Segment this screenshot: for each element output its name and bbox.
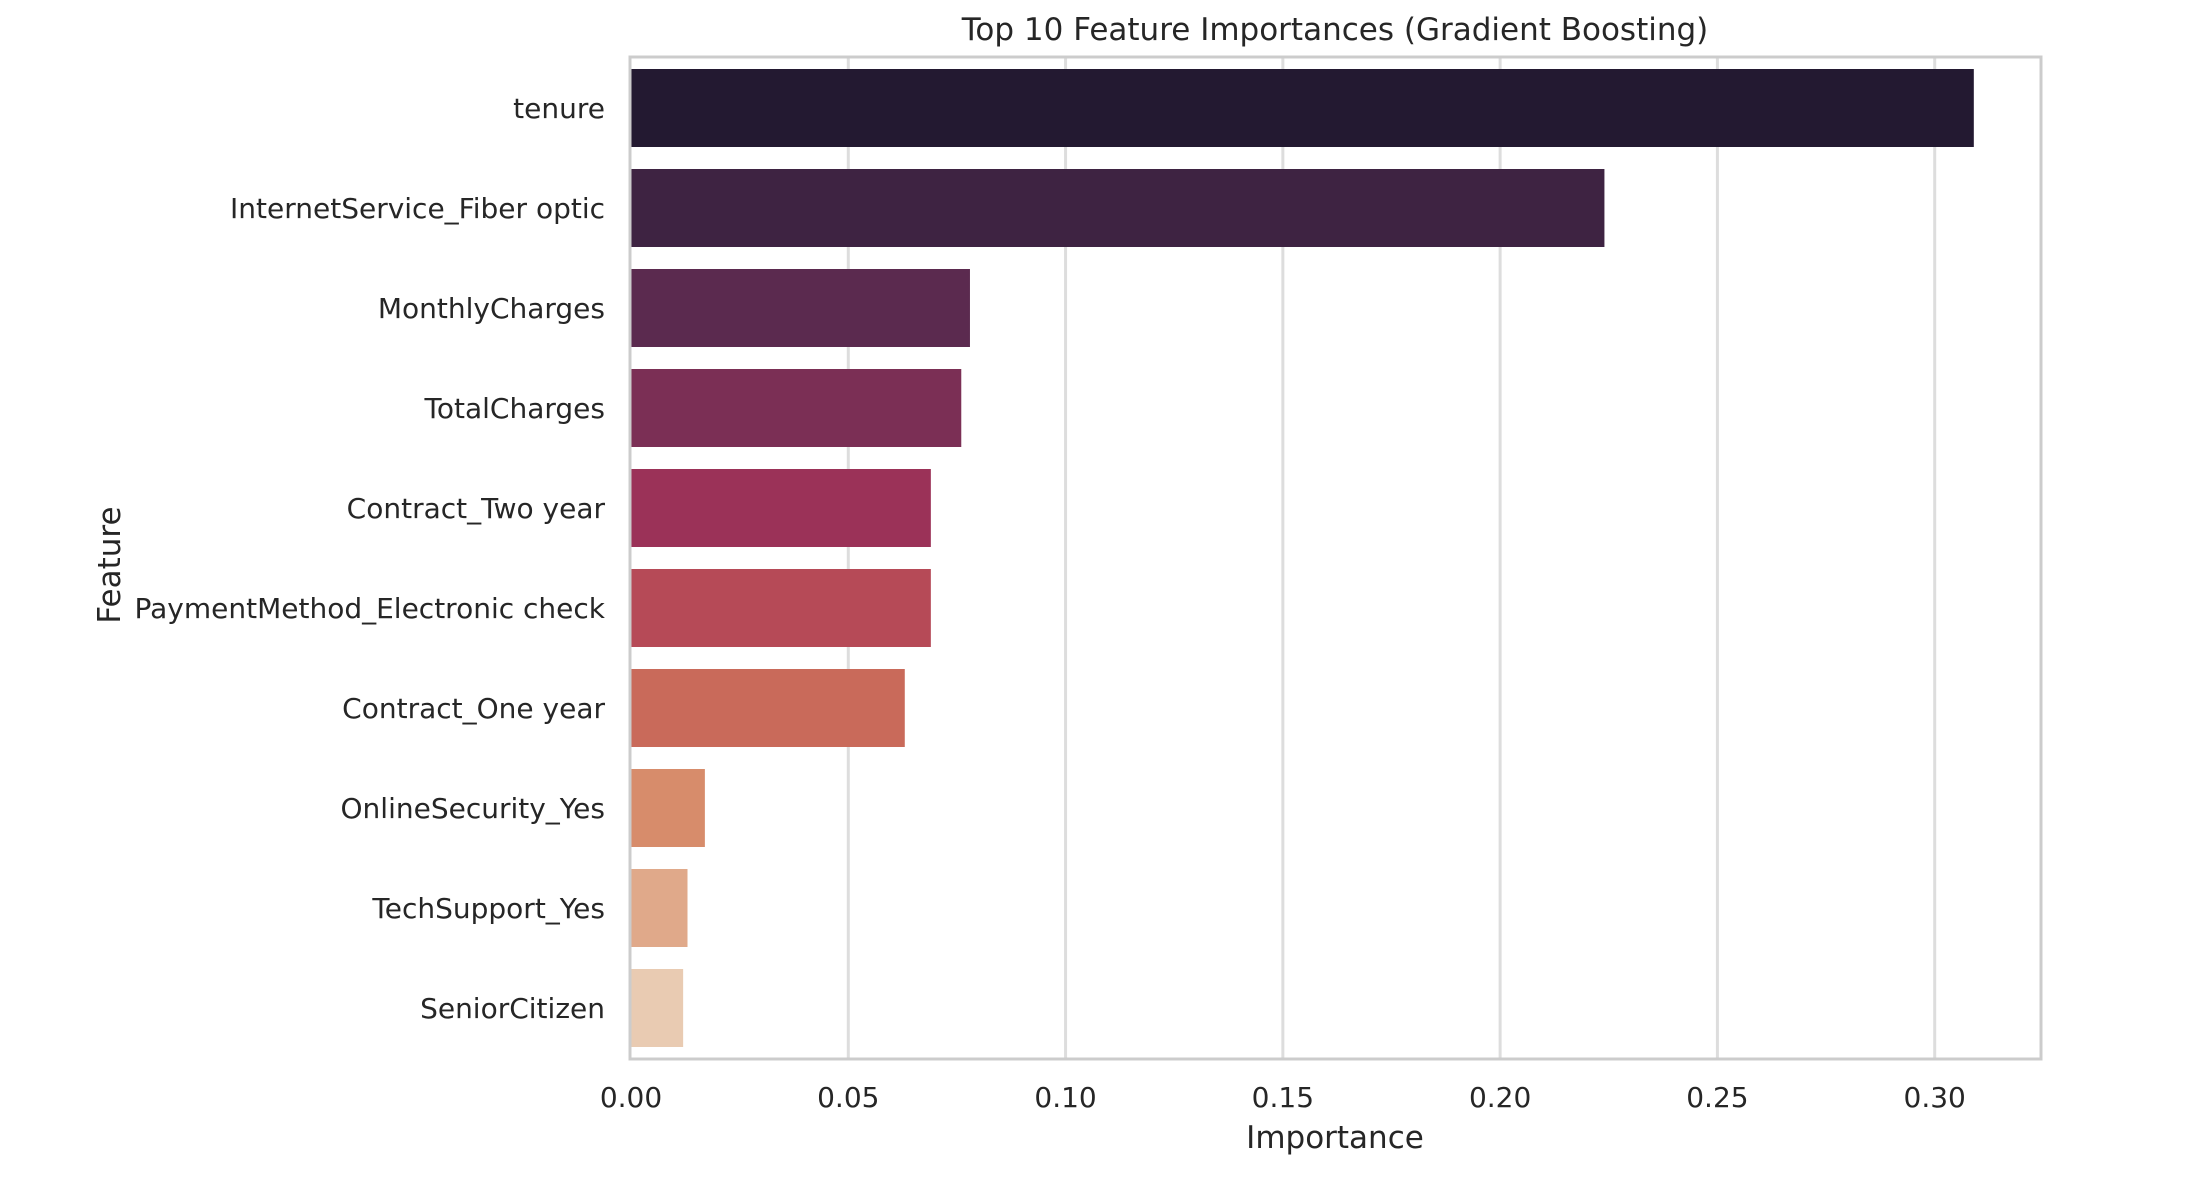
x-tick-label: 0.00 (600, 1081, 662, 1114)
y-tick-label: MonthlyCharges (378, 292, 605, 325)
y-tick-label: OnlineSecurity_Yes (341, 792, 606, 825)
y-tick-label: PaymentMethod_Electronic check (135, 592, 606, 625)
y-tick-label: TotalCharges (424, 392, 605, 425)
x-axis-label: Importance (1246, 1120, 1424, 1156)
y-tick-labels: tenure InternetService_Fiber optic Monthly… (135, 92, 606, 1025)
y-tick-label: TechSupport_Yes (371, 892, 605, 925)
bar (631, 969, 684, 1047)
bar (631, 69, 1974, 147)
y-tick-label: SeniorCitizen (420, 992, 605, 1025)
y-tick-label: Contract_One year (342, 692, 605, 725)
y-tick-label: Contract_Two year (347, 492, 606, 525)
bar (631, 369, 962, 447)
x-tick-label: 0.25 (1686, 1081, 1748, 1114)
bar (631, 269, 970, 347)
bar (631, 169, 1605, 247)
plot-frame (628, 55, 2043, 1061)
x-tick-label: 0.30 (1904, 1081, 1966, 1114)
bars (631, 69, 1974, 1047)
x-tick-label: 0.10 (1034, 1081, 1096, 1114)
bar (631, 869, 688, 947)
x-tick-label: 0.15 (1252, 1081, 1314, 1114)
x-tick-labels: 0.00 0.05 0.10 0.15 0.20 0.25 0.30 (600, 1081, 1966, 1114)
x-tick-label: 0.20 (1469, 1081, 1531, 1114)
bar (631, 669, 905, 747)
x-tick-label: 0.05 (817, 1081, 879, 1114)
bar (631, 569, 931, 647)
chart-title: Top 10 Feature Importances (Gradient Boo… (961, 12, 1709, 48)
y-axis-label: Feature (92, 506, 128, 623)
bar (631, 469, 931, 547)
y-tick-label: tenure (513, 92, 605, 125)
bar (631, 769, 705, 847)
y-tick-label: InternetService_Fiber optic (230, 192, 605, 225)
